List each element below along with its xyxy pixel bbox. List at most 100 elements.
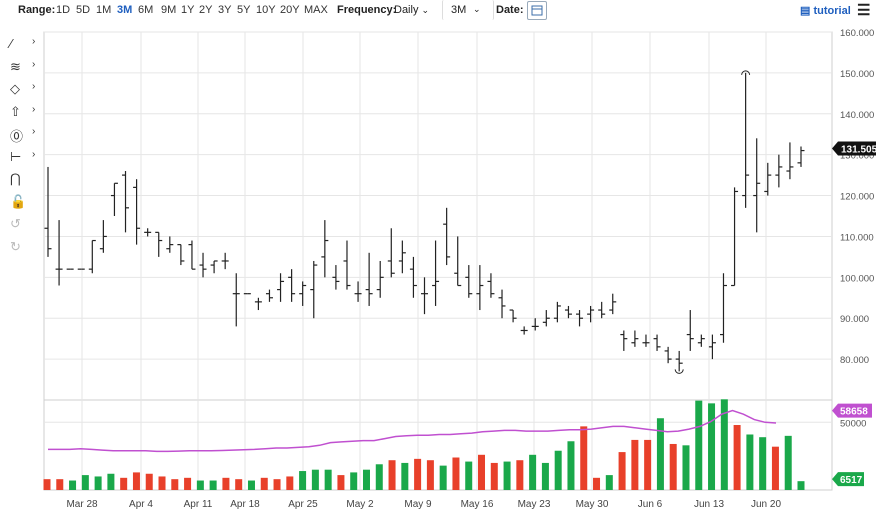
volume-bar bbox=[120, 477, 128, 490]
volume-bar bbox=[69, 480, 77, 490]
calendar-icon[interactable] bbox=[527, 1, 547, 20]
volume-bar bbox=[669, 443, 677, 490]
volume-bar bbox=[81, 475, 89, 490]
volume-bar bbox=[695, 400, 703, 490]
x-tick-label: May 9 bbox=[404, 499, 432, 510]
volume-bar bbox=[286, 476, 294, 490]
volume-bar bbox=[593, 477, 601, 490]
volume-bar bbox=[720, 399, 728, 490]
chevron-right-icon: › bbox=[32, 81, 36, 92]
low-marker bbox=[674, 369, 684, 374]
arrow-tool-icon[interactable]: ⇧ › bbox=[10, 103, 36, 119]
volume-bar bbox=[324, 469, 332, 490]
x-tick-label: May 30 bbox=[576, 499, 609, 510]
volume-bar bbox=[465, 461, 473, 490]
volume-bar bbox=[797, 481, 805, 490]
volume-bar bbox=[439, 465, 447, 490]
volume-bar bbox=[644, 439, 652, 490]
volume-bar bbox=[452, 457, 460, 490]
volume-bar bbox=[490, 462, 498, 490]
range-button-9m[interactable]: 9M bbox=[161, 4, 177, 16]
lock-icon[interactable]: 🔓 bbox=[10, 193, 27, 209]
frequency-label: Frequency: bbox=[337, 4, 397, 16]
y-tick-label: 130.000 bbox=[840, 151, 874, 162]
volume-bar bbox=[503, 461, 511, 490]
volume-bar bbox=[746, 434, 754, 490]
x-tick-label: May 23 bbox=[518, 499, 551, 510]
range-button-max[interactable]: MAX bbox=[304, 4, 328, 16]
volume-bar bbox=[56, 479, 64, 490]
chevron-right-icon: › bbox=[32, 148, 36, 160]
line-tool-icon[interactable]: ⁄ › bbox=[10, 36, 36, 51]
frequency-value: Daily bbox=[394, 4, 419, 16]
measure-tool-icon[interactable]: ⊢ › bbox=[10, 148, 36, 164]
range-button-3m[interactable]: 3M bbox=[117, 4, 133, 16]
volume-tick-label: 50000 bbox=[840, 418, 866, 429]
tutorial-link[interactable]: ▤ tutorial bbox=[800, 4, 851, 17]
fib-tool-icon[interactable]: ≋ › bbox=[10, 58, 36, 74]
chevron-right-icon: › bbox=[32, 58, 36, 70]
volume-bar bbox=[618, 452, 626, 490]
volume-bar bbox=[171, 479, 179, 490]
volume-bar bbox=[478, 454, 486, 490]
toolbar: Range: 1D 5D 1M 3M 6M 9M 1Y 2Y 3Y 5Y 10Y 20Y MAX Fre… bbox=[0, 0, 896, 22]
range-button-1y[interactable]: 1Y bbox=[181, 4, 195, 16]
range-button-1m[interactable]: 1M bbox=[96, 4, 112, 16]
volume-bar bbox=[580, 426, 588, 490]
volume-bar bbox=[554, 450, 562, 490]
chevron-right-icon: › bbox=[32, 126, 36, 137]
x-tick-label: Apr 25 bbox=[288, 499, 318, 510]
range-button-1d[interactable]: 1D bbox=[56, 4, 71, 16]
x-tick-label: Apr 11 bbox=[184, 499, 213, 510]
x-tick-label: Jun 6 bbox=[638, 499, 663, 510]
volume-bar bbox=[196, 480, 204, 490]
range-button-10y[interactable]: 10Y bbox=[256, 4, 276, 16]
x-tick-label: Apr 18 bbox=[230, 499, 260, 510]
volume-average-tag bbox=[832, 403, 872, 418]
undo-icon[interactable]: ↺ bbox=[10, 216, 21, 231]
volume-bar bbox=[107, 473, 115, 490]
volume-bar bbox=[759, 437, 767, 490]
y-tick-label: 110.000 bbox=[840, 232, 874, 243]
text-tool-icon[interactable]: ⓪ › bbox=[10, 126, 36, 144]
volume-bar bbox=[708, 403, 716, 490]
high-marker bbox=[741, 70, 751, 75]
y-tick-label: 100.000 bbox=[840, 273, 874, 284]
volume-bar bbox=[567, 441, 575, 490]
period-value: 3M bbox=[451, 4, 467, 16]
x-tick-label: Mar 28 bbox=[66, 499, 98, 510]
volume-bar bbox=[771, 446, 779, 490]
last-price-label: 131.505 bbox=[841, 145, 878, 156]
volume-bar bbox=[158, 476, 166, 490]
range-button-3y[interactable]: 3Y bbox=[218, 4, 232, 16]
menu-icon[interactable]: ☰ bbox=[857, 2, 871, 19]
magnet-icon[interactable]: ⋂ bbox=[10, 171, 21, 186]
range-button-2y[interactable]: 2Y bbox=[199, 4, 213, 16]
chevron-right-icon: › bbox=[32, 36, 36, 47]
x-tick-label: May 2 bbox=[346, 499, 374, 510]
volume-bar bbox=[388, 460, 396, 490]
frequency-select[interactable]: Daily ⌄ bbox=[394, 4, 429, 16]
price-panel bbox=[43, 31, 833, 401]
range-button-6m[interactable]: 6M bbox=[138, 4, 154, 16]
range-button-5y[interactable]: 5Y bbox=[237, 4, 251, 16]
volume-bar bbox=[299, 471, 307, 490]
redo-icon[interactable]: ↻ bbox=[10, 238, 21, 254]
volume-bar bbox=[247, 480, 255, 490]
chevron-down-icon: ⌄ bbox=[473, 4, 481, 14]
tutorial-label: tutorial bbox=[813, 5, 851, 17]
range-button-5d[interactable]: 5D bbox=[76, 4, 91, 16]
range-button-20y[interactable]: 20Y bbox=[280, 4, 300, 16]
volume-bar bbox=[426, 460, 434, 490]
volume-bar bbox=[375, 464, 383, 490]
volume-average-label: 58658 bbox=[840, 407, 868, 418]
y-tick-label: 90.000 bbox=[840, 314, 869, 325]
y-tick-label: 140.000 bbox=[840, 110, 874, 121]
x-tick-label: Apr 4 bbox=[129, 499, 153, 510]
chevron-right-icon: › bbox=[32, 103, 36, 115]
volume-bar bbox=[529, 454, 537, 490]
x-tick-label: Jun 20 bbox=[751, 499, 781, 510]
period-select[interactable]: 3M ⌄ bbox=[442, 0, 494, 20]
shape-tool-icon[interactable]: ◇ › bbox=[10, 81, 36, 96]
